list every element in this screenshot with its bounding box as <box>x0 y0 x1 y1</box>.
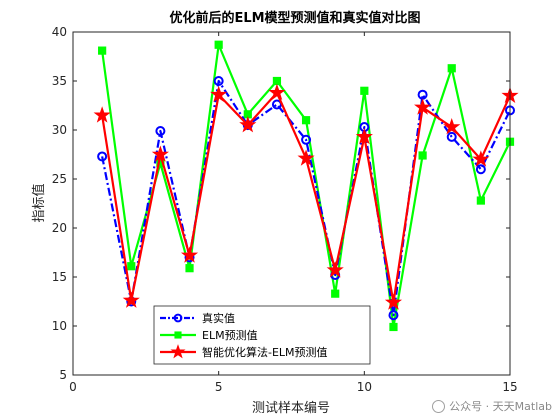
legend-label: ELM预测值 <box>202 329 258 342</box>
data-point <box>151 145 169 162</box>
data-point <box>472 150 490 167</box>
wechat-icon <box>432 399 446 413</box>
data-point <box>475 164 486 175</box>
legend-label: 真实值 <box>202 311 235 325</box>
data-point <box>155 125 166 136</box>
data-point <box>326 261 344 278</box>
data-point <box>210 85 228 103</box>
data-point <box>213 76 224 86</box>
data-point <box>355 127 373 145</box>
y-tick-label: 15 <box>52 270 67 284</box>
chart-title: 优化前后的ELM模型预测值和真实值对比图 <box>169 10 420 26</box>
watermark: 公众号 · 天天Matlab <box>432 398 552 414</box>
data-point <box>360 86 369 95</box>
x-tick-label: 10 <box>357 380 372 394</box>
watermark-text: 公众号 · 天天Matlab <box>449 400 552 413</box>
data-point <box>418 151 427 160</box>
data-point <box>271 99 282 110</box>
y-tick-label: 35 <box>52 74 67 88</box>
data-point <box>447 64 456 73</box>
data-point <box>185 264 194 273</box>
data-point <box>414 98 432 115</box>
y-tick-label: 5 <box>59 368 67 382</box>
series-2 <box>98 40 515 332</box>
data-point <box>476 196 485 205</box>
data-point <box>97 151 108 162</box>
data-point <box>443 118 461 135</box>
data-point <box>98 46 107 55</box>
data-point <box>180 246 199 263</box>
series-3 <box>93 83 519 310</box>
series-line <box>101 79 511 317</box>
plot-frame <box>72 31 511 376</box>
y-tick-label: 10 <box>52 319 67 333</box>
data-point <box>239 116 257 133</box>
data-point <box>127 262 136 271</box>
legend-label: 智能优化算法-ELM预测值 <box>202 345 328 359</box>
data-point <box>389 322 398 332</box>
legend-marker <box>170 344 186 359</box>
data-point <box>301 134 312 145</box>
y-tick-label: 30 <box>52 123 67 137</box>
series-group <box>93 40 519 332</box>
y-tick-label: 40 <box>52 25 67 39</box>
legend-marker <box>173 313 183 323</box>
y-tick-label: 20 <box>52 221 67 235</box>
x-tick-label: 5 <box>215 380 223 394</box>
data-point <box>93 106 111 123</box>
data-point <box>388 310 399 321</box>
x-axis-title: 测试样本编号 <box>252 401 330 416</box>
legend-marker <box>174 331 182 339</box>
y-tick-label: 25 <box>52 172 67 186</box>
data-point <box>272 76 282 86</box>
data-point <box>446 131 457 142</box>
data-point <box>331 289 340 298</box>
y-axis-title: 指标值 <box>31 183 47 222</box>
data-point <box>297 149 315 166</box>
data-point <box>268 83 286 101</box>
data-point <box>384 293 403 310</box>
data-point <box>301 116 311 125</box>
x-tick-label: 15 <box>502 380 517 394</box>
x-tick-label: 0 <box>69 380 77 394</box>
data-point <box>214 40 223 49</box>
data-point <box>122 291 140 308</box>
